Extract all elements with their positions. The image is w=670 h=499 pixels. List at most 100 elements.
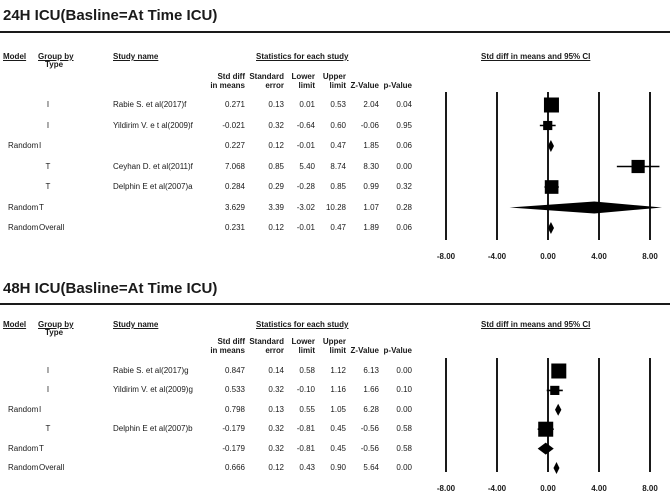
row-se: 0.12	[268, 223, 284, 232]
header-study-name: Study name	[113, 320, 159, 329]
row-se: 0.13	[268, 404, 284, 414]
header-std-diff-line2: in means	[210, 346, 245, 355]
header-upper-limit-line1: Upper	[322, 72, 346, 81]
forest-panel-48h: 48H ICU(Basline=At Time ICU) Model Group…	[0, 274, 670, 499]
row-z: 8.30	[363, 161, 379, 171]
row-p: 0.10	[396, 385, 412, 395]
row-group: I	[46, 100, 50, 109]
header-group-by: Group by	[38, 320, 74, 329]
header-type: Type	[45, 328, 64, 337]
row-group: Overall	[39, 463, 65, 472]
row-z: -0.56	[360, 424, 379, 434]
forest-plot-svg	[445, 358, 651, 474]
row-d: 3.629	[224, 202, 245, 212]
row-lo: -0.01	[296, 223, 315, 232]
header-p-value: p-Value	[383, 346, 412, 355]
row-d: 7.068	[224, 161, 245, 171]
header-std-diff-line1: Std diff	[217, 72, 245, 81]
row-d: 0.666	[224, 463, 245, 472]
row-p: 0.04	[396, 100, 412, 109]
row-p: 0.06	[396, 141, 412, 150]
row-z: 5.64	[363, 463, 379, 472]
x-tick-label: -8.00	[436, 484, 456, 493]
row-z: 1.89	[363, 223, 379, 232]
row-lo: -3.02	[296, 202, 315, 212]
row-group: T	[39, 443, 44, 453]
header-std-diff: Std diff in means	[205, 337, 245, 355]
row-model: Random	[8, 223, 39, 232]
row-model: Random	[8, 404, 39, 414]
header-lower-limit-line2: limit	[298, 346, 315, 355]
header-group-by: Group by	[38, 52, 74, 61]
x-tick-label: -4.00	[487, 484, 507, 493]
row-d: 0.798	[224, 404, 245, 414]
row-p: 0.06	[396, 223, 412, 232]
row-model: Random	[8, 463, 39, 472]
row-lo: -0.28	[296, 182, 315, 191]
row-z: 0.99	[363, 182, 379, 191]
row-p: 0.00	[396, 404, 412, 414]
row-hi: 1.16	[330, 385, 346, 395]
row-p: 0.32	[396, 182, 412, 191]
x-tick-label: 0.00	[540, 484, 556, 493]
summary-diamond	[553, 462, 560, 474]
row-hi: 8.74	[330, 161, 346, 171]
header-lower-limit: Lower limit	[286, 337, 315, 355]
row-group: T	[39, 202, 44, 212]
row-se: 0.32	[268, 443, 284, 453]
header-model: Model	[3, 320, 27, 329]
row-se: 0.12	[268, 141, 284, 150]
row-z: 1.07	[363, 202, 379, 212]
row-model: Random	[8, 202, 39, 212]
row-group: I	[39, 141, 42, 150]
row-d: 0.231	[224, 223, 245, 232]
header-upper-limit-line1: Upper	[322, 337, 346, 346]
row-p: 0.00	[396, 463, 412, 472]
row-d: 0.227	[224, 141, 245, 150]
row-lo: -0.01	[296, 141, 315, 150]
header-std-error-line1: Standard	[249, 72, 284, 81]
row-z: 6.28	[363, 404, 379, 414]
title-rule	[0, 31, 670, 33]
summary-diamond	[555, 403, 562, 416]
header-std-error-line1: Standard	[249, 337, 284, 346]
header-std-error-line2: error	[265, 346, 284, 355]
row-d: 0.271	[224, 100, 245, 109]
row-hi: 1.05	[330, 404, 346, 414]
row-study-name: Rabie S. et al(2017)f	[113, 100, 187, 109]
x-tick-label: 0.00	[540, 252, 556, 261]
row-p: 0.58	[396, 424, 412, 434]
row-se: 0.32	[268, 424, 284, 434]
header-std-error: Standard error	[246, 72, 284, 90]
row-group: I	[46, 385, 50, 395]
row-group: I	[46, 120, 50, 130]
row-study-name: Ceyhan D. et al(2011)f	[113, 161, 193, 171]
row-hi: 0.47	[330, 223, 346, 232]
row-group: T	[45, 424, 51, 434]
row-se: 0.85	[268, 161, 284, 171]
header-lower-limit-line2: limit	[298, 81, 315, 90]
row-d: -0.179	[222, 424, 245, 434]
row-hi: 0.90	[330, 463, 346, 472]
row-d: -0.179	[222, 443, 245, 453]
row-lo: 0.58	[299, 366, 315, 375]
row-study-name: Delphin E et al(2007)b	[113, 424, 193, 434]
row-lo: -0.81	[296, 443, 315, 453]
row-hi: 1.12	[330, 366, 346, 375]
summary-diamond	[537, 442, 554, 455]
study-estimate-square	[538, 421, 554, 437]
summary-diamond	[547, 222, 554, 234]
row-se: 0.29	[268, 182, 284, 191]
panel-title: 48H ICU(Basline=At Time ICU)	[3, 280, 218, 297]
row-hi: 10.28	[325, 202, 346, 212]
header-lower-limit-line1: Lower	[291, 72, 315, 81]
x-tick-label: -8.00	[436, 252, 456, 261]
header-upper-limit-line2: limit	[329, 81, 346, 90]
row-se: 0.13	[268, 100, 284, 109]
study-estimate-square	[543, 120, 553, 131]
header-upper-limit: Upper limit	[316, 337, 346, 355]
header-type: Type	[45, 60, 64, 69]
row-lo: 0.01	[299, 100, 315, 109]
row-study-name: Rabie S. et al(2017)g	[113, 366, 189, 375]
title-rule	[0, 303, 670, 305]
